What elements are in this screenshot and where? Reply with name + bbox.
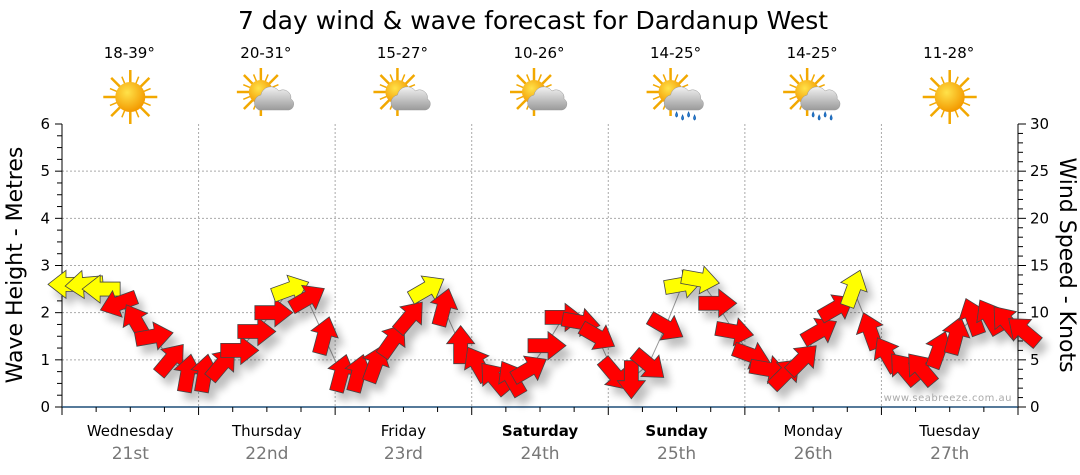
date-label: 24th [520,444,559,464]
wind-arrow [799,317,838,348]
day-label: Saturday [502,422,579,440]
cloud-icon [390,86,431,111]
date-label: 21st [112,444,149,464]
day-label: Thursday [231,422,302,440]
wind-arrow [310,316,339,356]
weather-row: 18-39° 20-31° 15-27° 10-26° 14-25° 14-25° 11-2… [103,44,977,124]
day-label: Wednesday [87,422,174,440]
wind-arrow [99,289,140,318]
weather-icon-sunny [922,70,977,124]
left-tick-label: 2 [40,304,50,322]
grid [62,124,1018,407]
wind-arrow [152,344,184,379]
cloud-icon [663,86,704,111]
right-tick-label: 5 [1030,351,1040,369]
left-tick-label: 0 [40,398,50,416]
temperature-range: 10-26° [513,44,564,62]
wind-arrow [287,284,325,315]
wind-arrow [783,345,817,379]
wind-arrow [406,275,445,305]
right-tick-label: 30 [1030,115,1049,133]
wind-arrow [577,320,616,350]
wind-arrow [509,355,547,385]
wind-arrows [47,265,1043,400]
wind-arrow [429,288,459,328]
wind-arrow [220,335,260,366]
weather-icon-partly-cloudy [236,68,294,116]
right-axis-label: Wind Speed - Knots [1054,157,1079,372]
right-tick-label: 0 [1030,398,1040,416]
weather-icon-partly-cloudy [373,68,431,116]
watermark: www.seabreeze.com.au [884,393,1012,404]
date-label: 25th [657,444,696,464]
wind-arrow [698,288,738,319]
cloud-icon [254,86,294,111]
temperature-range: 18-39° [104,44,155,62]
left-tick-label: 3 [40,257,50,275]
right-tick-label: 20 [1030,209,1049,227]
left-tick-label: 4 [40,209,50,227]
temperature-range: 14-25° [787,44,838,62]
left-axis-label: Wave Height - Metres [3,147,28,384]
date-label: 27th [930,444,969,464]
rain-icon [811,111,833,121]
cloud-icon [800,86,841,111]
left-tick-label: 5 [40,162,50,180]
day-label: Friday [381,422,427,440]
right-tick-label: 15 [1030,257,1049,275]
wind-arrow [941,316,971,356]
right-tick-label: 10 [1030,304,1049,322]
left-tick-label: 6 [40,115,50,133]
wind-arrow [629,347,665,378]
wind-arrow [616,360,647,400]
sun-icon [103,70,158,124]
date-label: 26th [794,444,833,464]
wind-arrow [908,353,940,389]
day-label: Monday [784,422,843,440]
left-tick-label: 1 [40,351,50,369]
temperature-range: 15-27° [377,44,428,62]
right-tick-label: 25 [1030,162,1049,180]
day-label: Sunday [645,422,708,440]
wind-arrow [375,324,406,361]
chart-title: 7 day wind & wave forecast for Dardanup … [238,6,828,35]
wind-arrow [237,316,277,347]
wind-arrow [254,297,294,328]
weather-icon-partly-cloudy [510,68,568,116]
date-label: 22nd [245,444,288,464]
day-label: Tuesday [918,422,980,440]
rain-icon [675,111,696,121]
temperature-range: 20-31° [240,44,291,62]
wind-arrow [645,311,684,341]
wind-arrow [714,317,755,347]
axes: 0 1 2 3 4 5 6 0 5 10 15 20 25 30 Wednesday 21st Thursday… [40,115,1049,464]
wind-arrow [1008,318,1043,350]
wind-arrow [680,265,720,295]
weather-icon-sunny [103,70,158,124]
temperature-range: 14-25° [650,44,701,62]
wind-arrow [839,269,868,309]
wind-arrow [527,330,567,361]
weather-icon-showers [646,68,704,121]
temperature-range: 11-28° [923,44,974,62]
cloud-icon [527,86,568,111]
weather-icon-showers [783,68,841,121]
date-label: 23rd [384,444,423,464]
wind-arrow [133,321,174,351]
sun-icon [922,70,977,124]
wind-arrow [391,301,423,337]
